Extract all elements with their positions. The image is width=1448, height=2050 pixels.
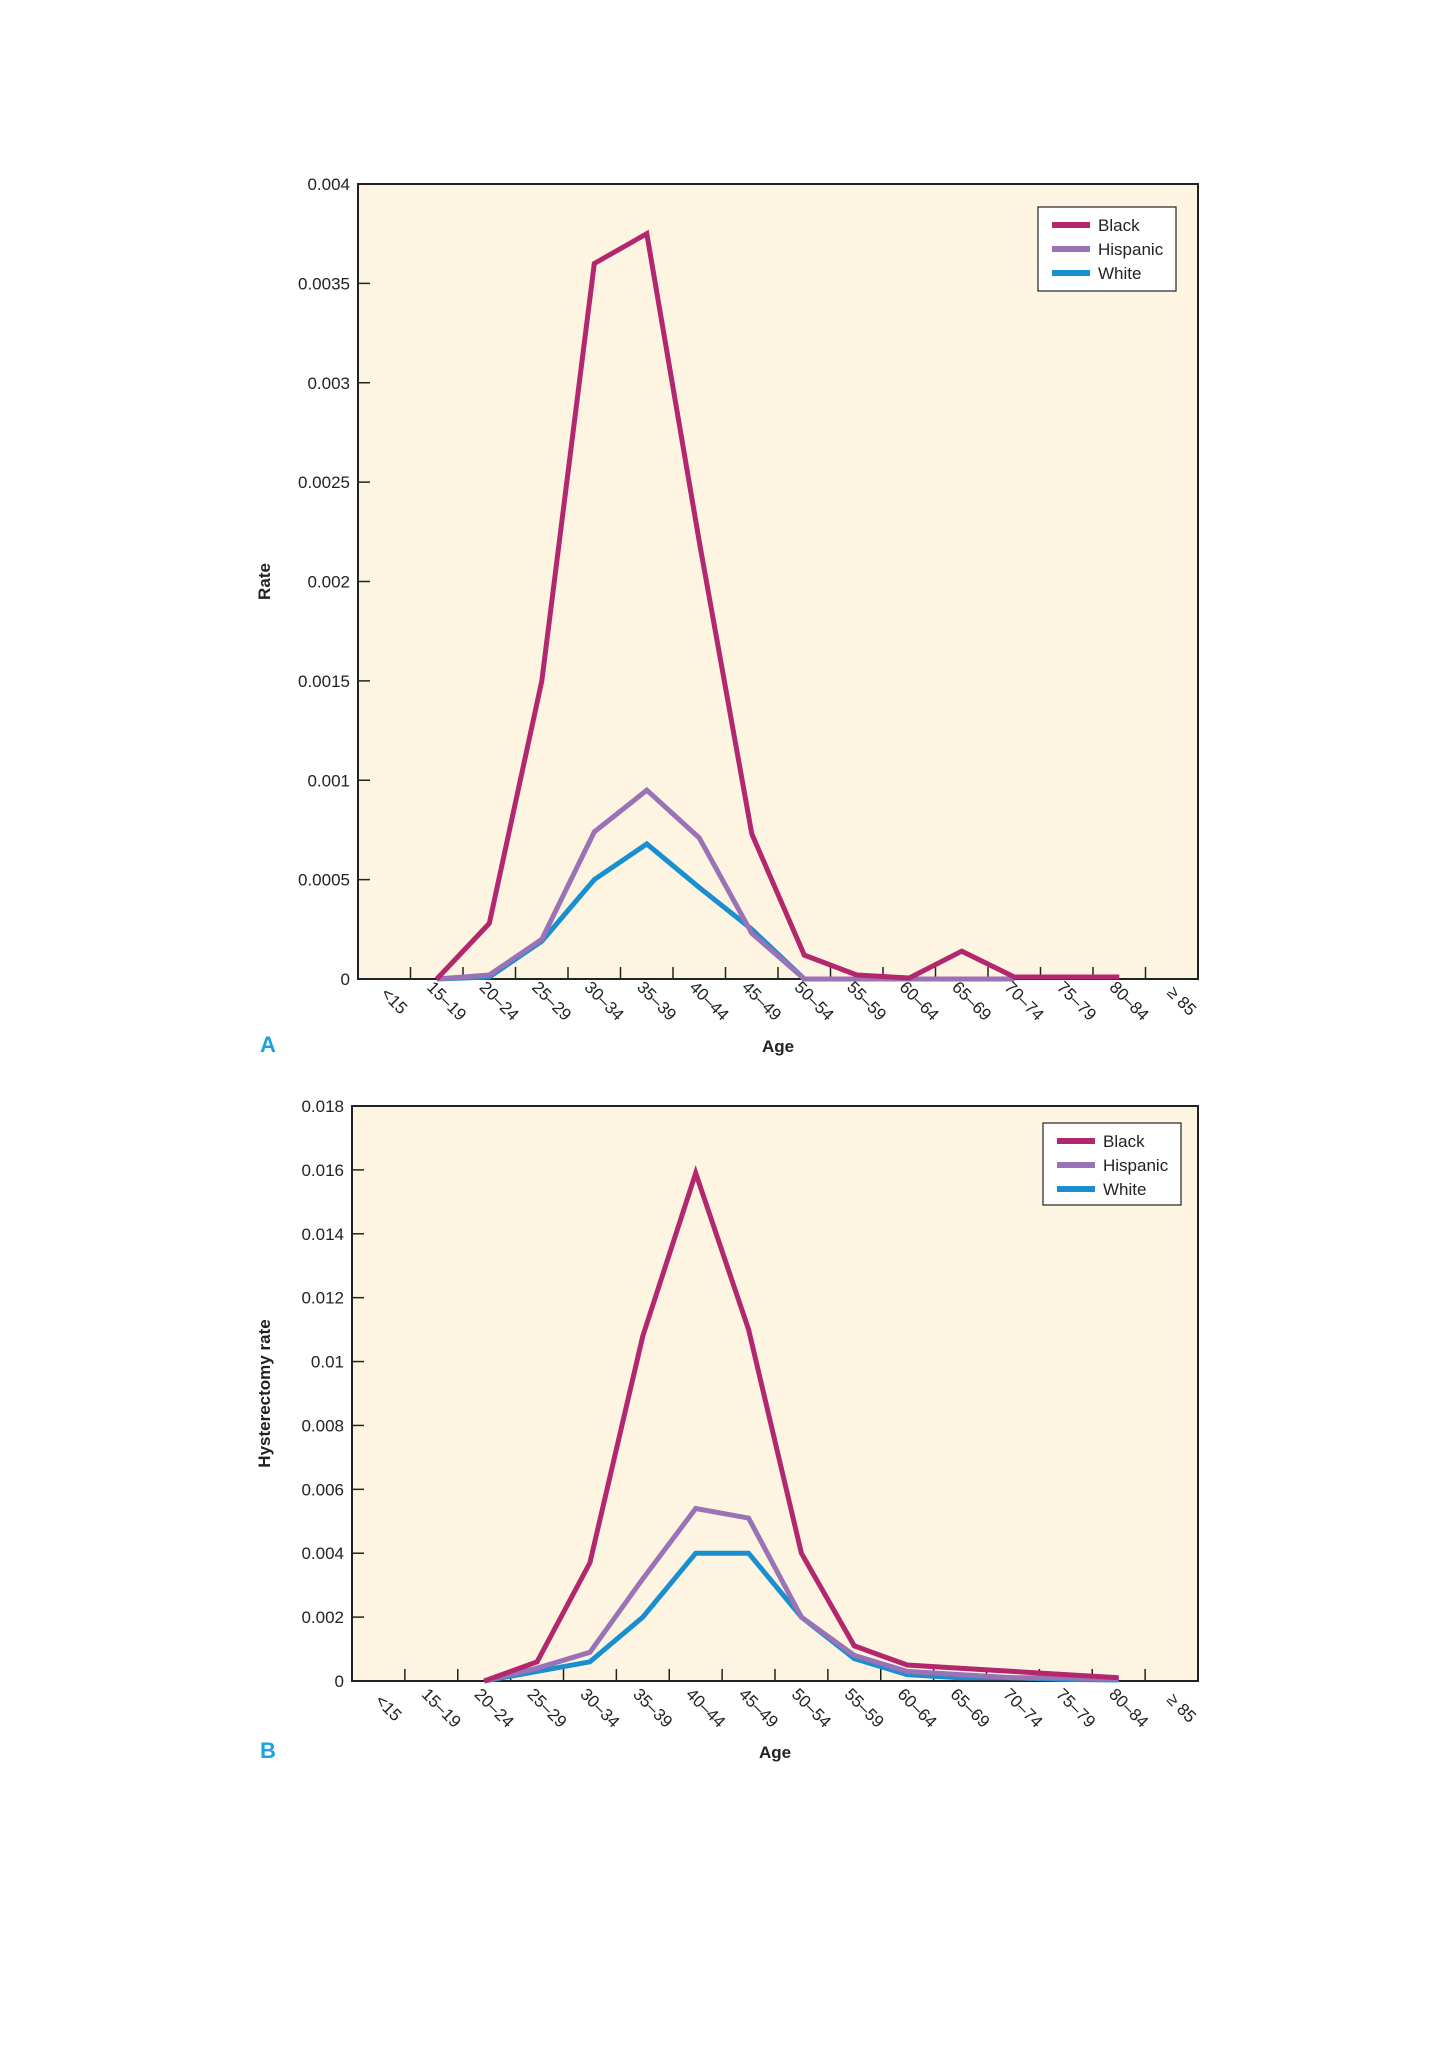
y-tick-label: 0.001 xyxy=(307,771,350,790)
y-tick-label: 0.0025 xyxy=(298,473,350,492)
x-tick-label: 75–79 xyxy=(1052,1685,1099,1732)
x-tick-label: 50–54 xyxy=(788,1685,835,1732)
y-tick-label: 0 xyxy=(341,970,350,989)
x-tick-label: 50–54 xyxy=(791,978,838,1025)
x-tick-label: 30–34 xyxy=(576,1685,623,1732)
y-tick-label: 0.018 xyxy=(301,1097,344,1116)
x-tick-label: 55–59 xyxy=(841,1685,888,1732)
x-tick-label: 25–29 xyxy=(528,978,575,1025)
x-tick-label: 20–24 xyxy=(471,1685,518,1732)
y-tick-label: 0.01 xyxy=(311,1353,344,1372)
panel-letter: B xyxy=(260,1738,276,1763)
x-tick-label: 70–74 xyxy=(1001,978,1048,1025)
y-tick-label: 0.008 xyxy=(301,1416,344,1435)
y-tick-label: 0.006 xyxy=(301,1480,344,1499)
y-tick-label: 0.0015 xyxy=(298,672,350,691)
y-tick-label: 0.004 xyxy=(307,175,350,194)
legend-label-black: Black xyxy=(1098,216,1140,235)
x-axis-title: Age xyxy=(759,1743,791,1762)
x-tick-label: 35–39 xyxy=(633,978,680,1025)
series-line-hispanic xyxy=(483,1505,1119,1684)
y-tick-label: 0.014 xyxy=(301,1225,344,1244)
x-tick-label: ≥ 85 xyxy=(1163,1690,1200,1727)
x-tick-label: 30–34 xyxy=(581,978,628,1025)
x-tick-label: 15–19 xyxy=(423,978,470,1025)
x-tick-label: 20–24 xyxy=(476,978,523,1025)
y-tick-label: 0.0005 xyxy=(298,871,350,890)
y-axis-title: Hysterectomy rate xyxy=(255,1319,274,1467)
x-tick-label: 40–44 xyxy=(682,1685,729,1732)
x-tick-label: 65–69 xyxy=(948,978,995,1025)
y-tick-label: 0.004 xyxy=(301,1544,344,1563)
series-line-black xyxy=(483,1165,1119,1684)
y-tick-label: 0.003 xyxy=(307,374,350,393)
panel-letter: A xyxy=(260,1032,276,1057)
x-tick-label: 55–59 xyxy=(843,978,890,1025)
y-axis-title: Rate xyxy=(255,563,274,600)
x-tick-label: 45–49 xyxy=(735,1685,782,1732)
legend: Black Hispanic White xyxy=(1042,1122,1182,1206)
y-tick-label: 0.002 xyxy=(301,1608,344,1627)
x-tick-label: ≥ 85 xyxy=(1163,983,1200,1020)
y-tick-label: 0.012 xyxy=(301,1289,344,1308)
y-axis: 0 0.0005 0.001 0.0015 0.002 0.0025 0.003 0.0035… xyxy=(298,175,370,989)
legend-label-hispanic: Hispanic xyxy=(1103,1156,1169,1175)
chart-panel-a: 0 0.0005 0.001 0.0015 0.002 0.0025 0.003 0.0035… xyxy=(255,175,1200,1057)
x-axis-title: Age xyxy=(762,1037,794,1056)
x-tick-label: 25–29 xyxy=(524,1685,571,1732)
series-line-hispanic xyxy=(436,786,1015,982)
legend-label-white: White xyxy=(1103,1180,1146,1199)
x-tick-label: 70–74 xyxy=(999,1685,1046,1732)
y-tick-label: 0 xyxy=(335,1672,344,1691)
x-tick-label: <15 xyxy=(377,984,411,1018)
x-tick-label: 60–64 xyxy=(894,1685,941,1732)
y-axis: 0 0.002 0.004 0.006 0.008 0.01 0.012 0.014 0.016… xyxy=(301,1097,364,1691)
x-tick-label: 75–79 xyxy=(1053,978,1100,1025)
x-tick-label: 15–19 xyxy=(418,1685,465,1732)
x-tick-label: 80–84 xyxy=(1106,978,1153,1025)
x-tick-label: <15 xyxy=(371,1691,405,1725)
legend: Black Hispanic White xyxy=(1037,206,1177,292)
legend-label-white: White xyxy=(1098,264,1141,283)
x-tick-label: 40–44 xyxy=(686,978,733,1025)
chart-panel-b: 0 0.002 0.004 0.006 0.008 0.01 0.012 0.014 0.016… xyxy=(255,1097,1200,1763)
x-tick-label: 65–69 xyxy=(947,1685,994,1732)
legend-label-black: Black xyxy=(1103,1132,1145,1151)
series-line-black xyxy=(434,229,1120,981)
plot-area xyxy=(357,183,1199,980)
y-tick-label: 0.0035 xyxy=(298,274,350,293)
x-tick-label: 45–49 xyxy=(738,978,785,1025)
y-tick-label: 0.002 xyxy=(307,573,350,592)
legend-label-hispanic: Hispanic xyxy=(1098,240,1164,259)
x-tick-label: 60–64 xyxy=(896,978,943,1025)
y-tick-label: 0.016 xyxy=(301,1161,344,1180)
x-tick-label: 80–84 xyxy=(1105,1685,1152,1732)
x-tick-label: 35–39 xyxy=(629,1685,676,1732)
